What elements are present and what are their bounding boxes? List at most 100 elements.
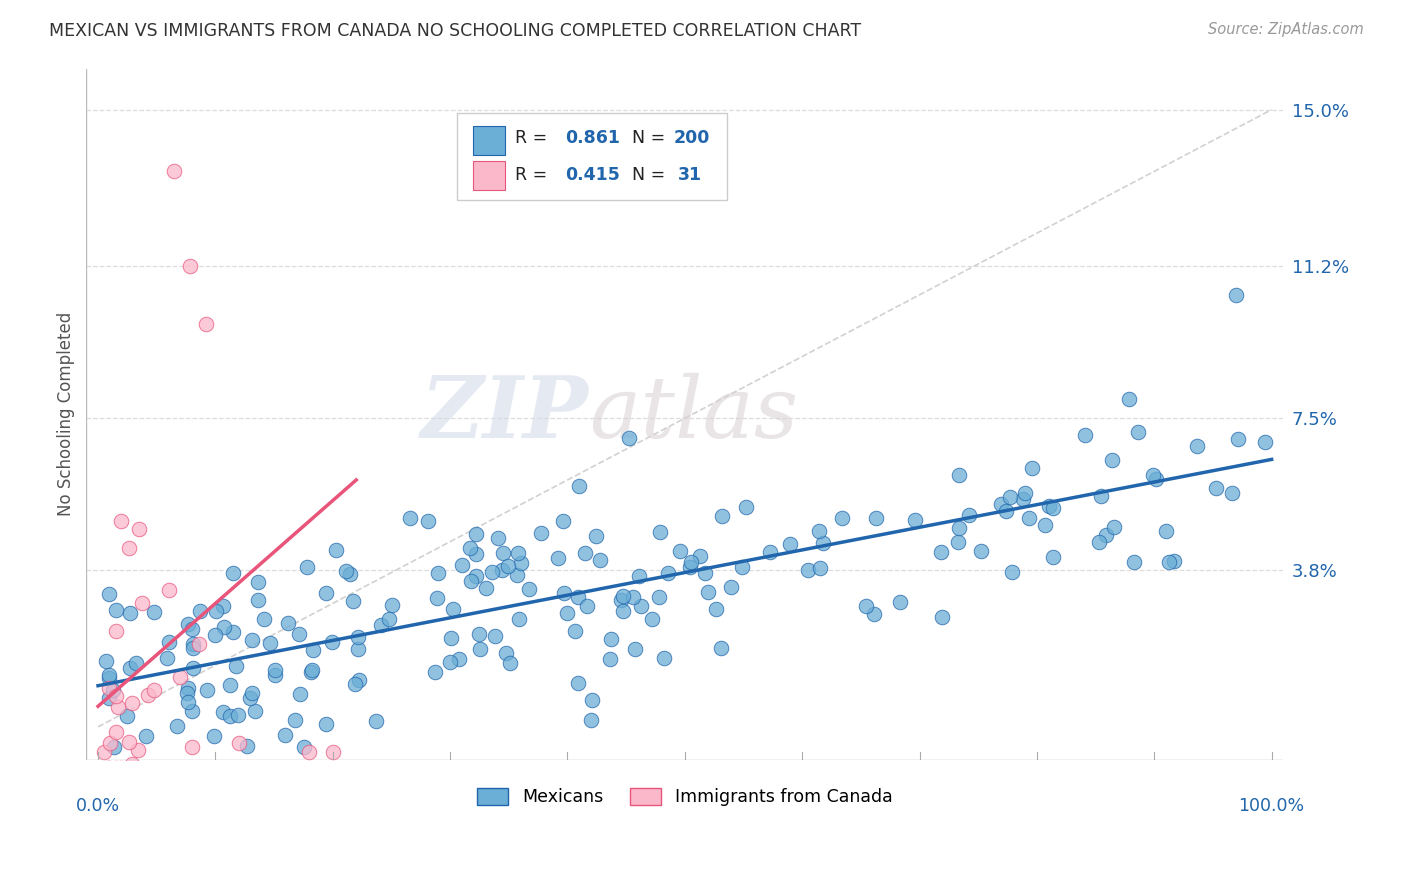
Point	[399, 511, 422, 525]
Point	[177, 695, 200, 709]
Point	[335, 565, 357, 579]
Point	[107, 699, 129, 714]
Point	[706, 602, 728, 616]
Point	[136, 688, 159, 702]
Point	[495, 646, 517, 660]
Point	[553, 586, 575, 600]
Point	[370, 618, 392, 632]
Point	[695, 566, 717, 581]
Point	[97, 587, 120, 601]
Point	[797, 564, 820, 578]
Point	[195, 317, 218, 331]
Point	[735, 500, 758, 515]
Point	[1088, 535, 1111, 549]
Point	[1101, 452, 1123, 467]
Point	[1122, 556, 1144, 570]
Point	[1090, 490, 1112, 504]
Point	[97, 668, 120, 682]
Point	[298, 745, 321, 759]
Point	[630, 599, 652, 614]
Point	[496, 558, 519, 573]
Point	[212, 705, 235, 719]
Point	[465, 547, 488, 561]
Point	[657, 566, 679, 580]
Point	[381, 598, 404, 612]
Point	[105, 689, 128, 703]
Text: 0.861: 0.861	[565, 129, 620, 147]
Point	[169, 670, 191, 684]
Point	[176, 686, 198, 700]
Point	[567, 676, 589, 690]
Point	[299, 665, 322, 679]
Point	[1142, 468, 1164, 483]
Point	[904, 513, 927, 527]
Point	[931, 610, 953, 624]
Point	[105, 603, 128, 617]
Point	[1225, 288, 1247, 302]
Point	[990, 497, 1012, 511]
FancyBboxPatch shape	[457, 113, 727, 200]
Point	[1187, 439, 1209, 453]
Point	[970, 543, 993, 558]
Point	[957, 508, 980, 523]
Point	[612, 589, 634, 603]
Text: atlas: atlas	[589, 373, 799, 456]
FancyBboxPatch shape	[472, 161, 505, 190]
Point	[347, 642, 370, 657]
Point	[120, 661, 142, 675]
Text: 200: 200	[673, 129, 710, 147]
Point	[547, 551, 569, 566]
Point	[218, 678, 240, 692]
Point	[247, 574, 270, 589]
Point	[517, 582, 540, 596]
Point	[1205, 482, 1227, 496]
Point	[121, 696, 143, 710]
Point	[346, 630, 368, 644]
Point	[1038, 499, 1060, 513]
Point	[204, 604, 226, 618]
Point	[759, 544, 782, 558]
Point	[1012, 491, 1035, 506]
Point	[612, 604, 634, 618]
Point	[855, 599, 877, 613]
Text: ZIP: ZIP	[422, 372, 589, 456]
Point	[288, 627, 311, 641]
Point	[135, 729, 157, 743]
Point	[322, 745, 344, 759]
Point	[648, 525, 671, 540]
Point	[555, 606, 578, 620]
Point	[243, 704, 266, 718]
Point	[468, 642, 491, 657]
Point	[94, 654, 117, 668]
Point	[131, 596, 153, 610]
Point	[576, 599, 599, 613]
Point	[1014, 486, 1036, 500]
Point	[458, 541, 481, 555]
Point	[679, 560, 702, 574]
Point	[110, 514, 132, 528]
Point	[342, 594, 364, 608]
Point	[492, 546, 515, 560]
Point	[295, 560, 318, 574]
Point	[103, 740, 125, 755]
Point	[127, 743, 149, 757]
Point	[427, 566, 450, 581]
Point	[301, 663, 323, 677]
Point	[1042, 550, 1064, 565]
Point	[325, 542, 347, 557]
Point	[621, 591, 644, 605]
Point	[284, 713, 307, 727]
Point	[181, 660, 204, 674]
Point	[697, 585, 720, 599]
Text: MEXICAN VS IMMIGRANTS FROM CANADA NO SCHOOLING COMPLETED CORRELATION CHART: MEXICAN VS IMMIGRANTS FROM CANADA NO SCH…	[49, 22, 862, 40]
Point	[97, 761, 120, 775]
Point	[679, 555, 702, 569]
Point	[1159, 555, 1181, 569]
Point	[451, 558, 474, 572]
Point	[292, 740, 315, 755]
Y-axis label: No Schooling Completed: No Schooling Completed	[58, 312, 75, 516]
Point	[225, 658, 247, 673]
Point	[166, 719, 188, 733]
Point	[1254, 434, 1277, 449]
Point	[731, 560, 754, 574]
